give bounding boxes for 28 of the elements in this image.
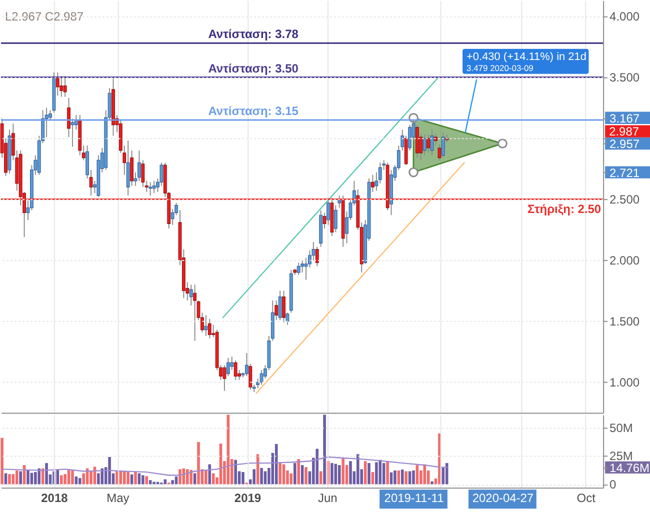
y-tick-label: 3.500 [610,70,640,85]
y-tick-label: 0 [610,478,617,492]
x-tick-label: Jun [318,491,338,506]
annotation: +0.430 (+14.11%) in 21d [466,50,586,63]
y-tick-label: 4.000 [610,10,640,24]
y-tick-label: 2.721 [610,166,640,180]
y-tick-label: 2.500 [610,192,640,207]
x-tick-label: 2020-04-27 [472,491,534,506]
text: 2.987 [609,124,640,138]
x-tick-label: 2019-11-11 [384,491,444,506]
ref-line-label: Αντίσταση: 3.78 [208,27,299,42]
x-tick-label: Oct [576,491,596,506]
y-tick-label: 1.500 [610,314,640,329]
annotation: 3.479 2020-03-09 [466,62,534,73]
y-tick-label: 2.957 [610,136,640,151]
ref-line-label: Αντίσταση: 3.50 [208,61,299,76]
y-tick-label: 25M [610,449,633,464]
y-tick-label: 1.000 [610,376,640,390]
ref-line-label: Αντίσταση: 3.15 [208,104,299,118]
y-tick-label: 2.000 [610,254,640,268]
annotation: L2.967 C2.987 [4,9,84,24]
x-tick-label: 2019 [234,491,262,506]
y-tick-label: 50M [610,420,633,435]
x-tick-label: 2018 [41,491,68,506]
x-tick-label: May [106,491,130,506]
y-tick-label: 14.76M [610,460,650,475]
ref-line-label: Στήριξη: 2.50 [527,202,602,216]
y-tick-label: 3.167 [610,111,640,126]
